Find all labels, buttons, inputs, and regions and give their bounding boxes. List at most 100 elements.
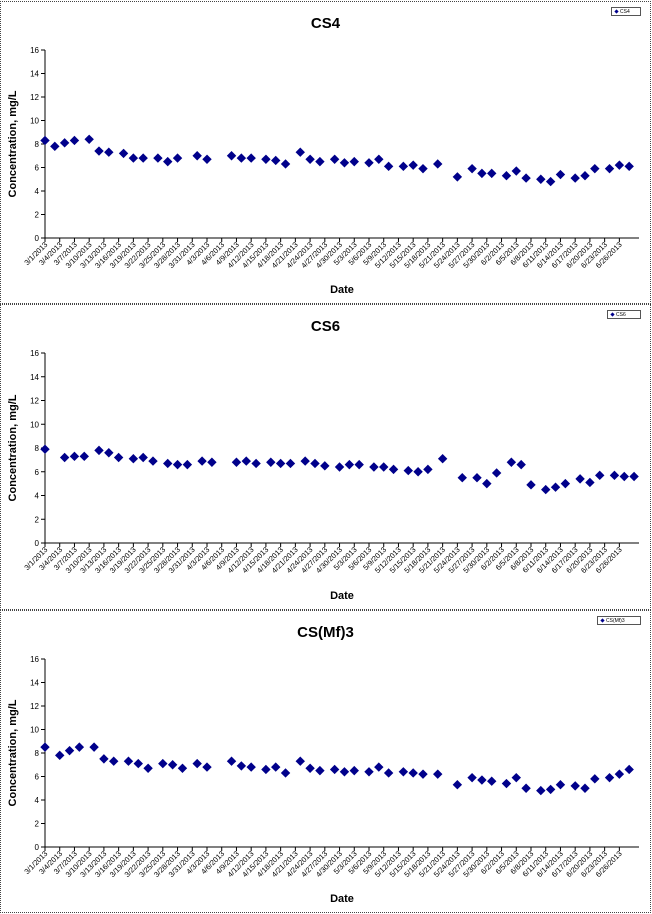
- data-point: [383, 161, 394, 172]
- data-point: [280, 768, 291, 778]
- data-point: [467, 163, 477, 174]
- data-point: [163, 156, 173, 167]
- data-point: [236, 761, 247, 771]
- x-axis-label: Date: [330, 590, 354, 602]
- data-point: [501, 778, 512, 789]
- data-point: [614, 160, 625, 170]
- data-point: [329, 764, 340, 775]
- y-tick-label: 4: [35, 187, 40, 196]
- data-point: [354, 459, 364, 470]
- data-point: [491, 468, 502, 478]
- data-point: [123, 756, 134, 766]
- data-point: [379, 462, 389, 472]
- data-point: [40, 444, 50, 454]
- data-point: [320, 461, 330, 471]
- data-point: [59, 138, 70, 148]
- data-point: [570, 781, 580, 791]
- data-point: [138, 153, 148, 163]
- data-point: [59, 452, 70, 463]
- data-point: [285, 458, 296, 469]
- data-point: [570, 173, 580, 183]
- data-point: [231, 457, 242, 467]
- data-point: [580, 171, 590, 181]
- data-point: [50, 141, 60, 152]
- y-tick-label: 6: [35, 773, 40, 782]
- data-point: [609, 470, 620, 481]
- y-tick-label: 6: [35, 468, 40, 477]
- data-point: [369, 462, 379, 472]
- data-point: [339, 767, 350, 777]
- data-point: [487, 776, 497, 786]
- data-point: [595, 470, 605, 481]
- data-point: [349, 765, 359, 776]
- data-point: [64, 745, 75, 756]
- y-tick-label: 4: [35, 492, 40, 501]
- data-point: [545, 784, 556, 795]
- data-point: [118, 148, 129, 159]
- data-point: [300, 456, 310, 466]
- data-point: [153, 153, 163, 163]
- data-point: [487, 168, 497, 179]
- data-point: [40, 742, 50, 752]
- data-point: [275, 458, 286, 469]
- legend-marker-icon: [610, 312, 615, 317]
- data-point: [590, 163, 600, 174]
- data-point: [550, 482, 561, 492]
- data-point: [604, 163, 615, 174]
- data-point: [94, 146, 104, 156]
- data-point: [177, 763, 188, 773]
- data-point: [158, 758, 168, 769]
- data-point: [74, 742, 85, 752]
- data-point: [536, 785, 546, 796]
- y-tick-label: 2: [35, 820, 40, 829]
- data-point: [511, 772, 521, 783]
- data-point: [280, 159, 291, 169]
- data-point: [40, 135, 50, 146]
- chart-title: CS6: [311, 318, 340, 335]
- data-point: [467, 772, 477, 783]
- data-point: [575, 474, 585, 484]
- data-point: [506, 457, 517, 467]
- data-point: [305, 154, 315, 164]
- y-tick-label: 0: [35, 234, 40, 243]
- data-point: [604, 772, 615, 783]
- data-point: [383, 768, 394, 778]
- legend-label: CS6: [616, 312, 626, 318]
- data-point: [614, 769, 625, 779]
- legend-marker-icon: [600, 618, 605, 623]
- data-point: [629, 471, 639, 482]
- x-axis-label: Date: [330, 893, 354, 905]
- data-point: [133, 758, 143, 769]
- data-point: [526, 480, 536, 490]
- data-point: [624, 161, 634, 172]
- data-point: [148, 456, 158, 466]
- y-tick-label: 8: [35, 140, 40, 149]
- data-point: [315, 156, 325, 167]
- y-tick-label: 4: [35, 796, 40, 805]
- y-axis-label: Concentration, mg/L: [7, 90, 19, 197]
- data-point: [452, 780, 463, 790]
- data-point: [344, 459, 355, 470]
- data-point: [202, 154, 212, 164]
- data-point: [516, 459, 526, 470]
- data-point: [329, 154, 340, 164]
- y-tick-label: 14: [30, 679, 39, 688]
- y-tick-label: 8: [35, 749, 40, 758]
- y-axis-label: Concentration, mg/L: [7, 699, 19, 806]
- y-tick-label: 14: [30, 373, 39, 382]
- data-point: [295, 756, 305, 766]
- data-point: [619, 471, 629, 482]
- data-point: [374, 154, 384, 164]
- data-point: [501, 171, 512, 181]
- chart-panel-cs6: CS6 Concentration, mg/L 0 2 4 6 8 10 12 14 16 3/1/2…: [0, 304, 651, 610]
- x-axis-label: Date: [330, 284, 354, 296]
- data-point: [536, 174, 546, 184]
- data-point: [138, 452, 148, 463]
- chart-title: CS4: [311, 15, 341, 32]
- y-tick-label: 6: [35, 164, 40, 173]
- data-point: [55, 750, 65, 761]
- data-point: [339, 158, 350, 168]
- data-point: [266, 457, 276, 467]
- data-point: [182, 459, 193, 470]
